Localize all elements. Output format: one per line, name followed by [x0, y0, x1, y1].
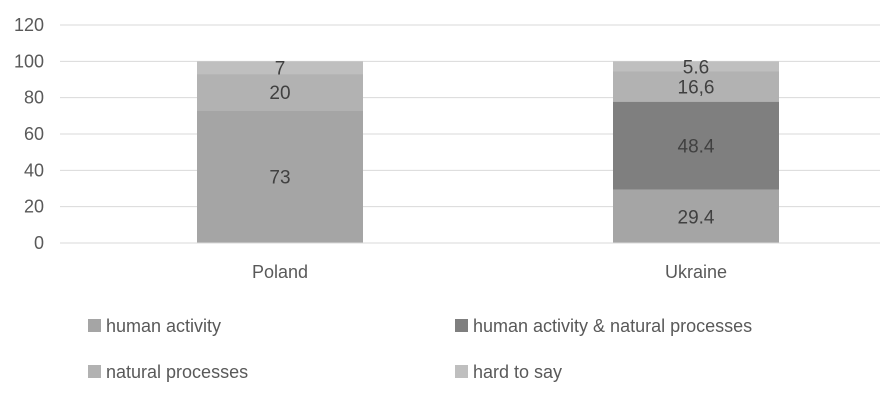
axes: 0 20 40 60 80 100 120 Poland Ukraine: [14, 15, 880, 282]
data-label: 7: [275, 59, 286, 80]
legend-swatch: [88, 319, 101, 332]
data-labels: 73 20 7 29.4 48.4 16,65.6: [269, 57, 714, 228]
bar-segment: [197, 61, 363, 75]
data-label: 73: [269, 168, 290, 189]
x-tick-label: Poland: [252, 262, 308, 282]
bars: [197, 61, 779, 243]
data-label: 20: [269, 83, 290, 104]
y-tick-label: 0: [34, 233, 44, 253]
bar-segment: [613, 101, 779, 190]
y-tick-label: 100: [14, 51, 44, 71]
y-tick-label: 60: [24, 124, 44, 144]
y-tick-label: 40: [24, 160, 44, 180]
data-label: 5.6: [683, 57, 709, 78]
bar-segment: [613, 71, 779, 102]
y-tick-label: 120: [14, 15, 44, 35]
data-label: 16,6: [678, 78, 715, 99]
legend-label: human activity & natural processes: [473, 316, 752, 336]
legend-swatch: [455, 365, 468, 378]
legend-label: human activity: [106, 316, 221, 336]
legend-swatch: [88, 365, 101, 378]
bar-segment: [613, 61, 779, 72]
x-tick-label: Ukraine: [665, 262, 727, 282]
legend-swatch: [455, 319, 468, 332]
y-tick-label: 20: [24, 197, 44, 217]
legend-label: hard to say: [473, 362, 562, 382]
bar-segment: [197, 110, 363, 243]
bar-segment: [197, 74, 363, 111]
bar-segment: [613, 189, 779, 243]
y-tick-label: 80: [24, 88, 44, 108]
legend: human activity human activity & natural p…: [88, 316, 752, 382]
data-label: 48.4: [678, 137, 715, 158]
legend-label: natural processes: [106, 362, 248, 382]
data-label: 29.4: [678, 207, 715, 228]
